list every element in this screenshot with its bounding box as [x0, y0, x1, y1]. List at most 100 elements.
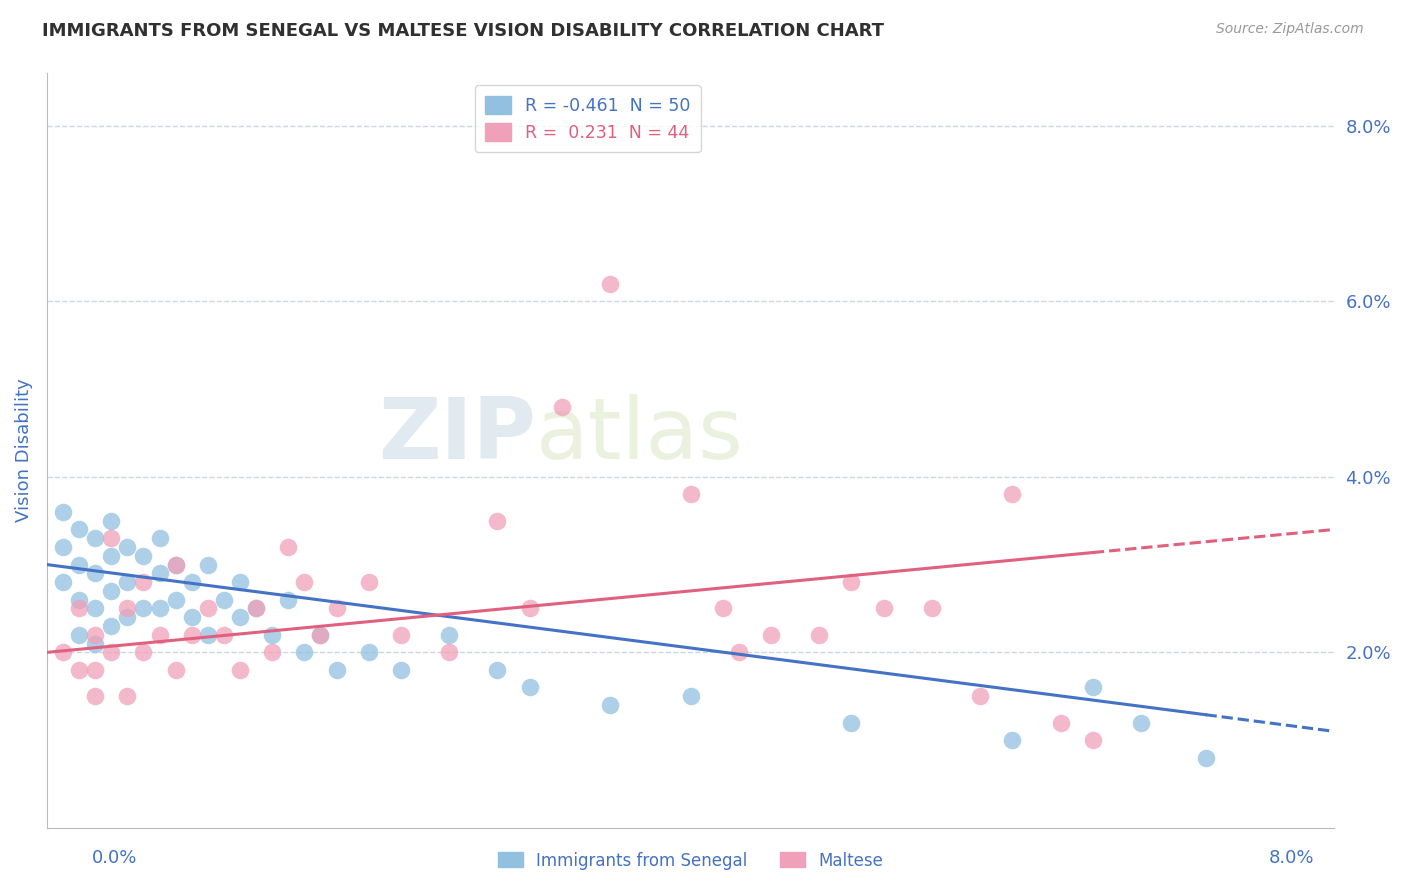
Point: [100, 645, 122, 659]
Point: [969, 690, 991, 704]
Point: [100, 619, 122, 633]
Point: [437, 645, 460, 659]
Point: [1049, 715, 1071, 730]
Point: [309, 628, 332, 642]
Point: [180, 628, 202, 642]
Point: [711, 601, 734, 615]
Point: [389, 628, 412, 642]
Point: [679, 487, 702, 501]
Point: [1081, 681, 1104, 695]
Text: 8.0%: 8.0%: [1270, 849, 1315, 867]
Point: [841, 575, 863, 590]
Point: [551, 400, 574, 414]
Point: [165, 592, 187, 607]
Point: [1081, 733, 1104, 747]
Text: ZIP: ZIP: [378, 394, 536, 477]
Point: [84, 690, 107, 704]
Point: [357, 645, 380, 659]
Point: [67, 592, 90, 607]
Point: [599, 277, 621, 291]
Point: [245, 601, 267, 615]
Point: [117, 610, 139, 624]
Point: [148, 566, 170, 581]
Point: [117, 540, 139, 554]
Point: [100, 514, 122, 528]
Point: [1001, 733, 1024, 747]
Point: [100, 549, 122, 563]
Point: [197, 558, 219, 572]
Point: [132, 601, 155, 615]
Point: [325, 663, 347, 677]
Point: [67, 663, 90, 677]
Point: [229, 575, 252, 590]
Point: [52, 575, 75, 590]
Text: Source: ZipAtlas.com: Source: ZipAtlas.com: [1216, 22, 1364, 37]
Point: [84, 531, 107, 545]
Point: [148, 531, 170, 545]
Point: [148, 601, 170, 615]
Point: [1130, 715, 1153, 730]
Point: [262, 628, 284, 642]
Point: [197, 628, 219, 642]
Point: [84, 601, 107, 615]
Point: [67, 523, 90, 537]
Text: IMMIGRANTS FROM SENEGAL VS MALTESE VISION DISABILITY CORRELATION CHART: IMMIGRANTS FROM SENEGAL VS MALTESE VISIO…: [42, 22, 884, 40]
Point: [165, 558, 187, 572]
Point: [132, 575, 155, 590]
Point: [67, 601, 90, 615]
Point: [165, 663, 187, 677]
Point: [52, 645, 75, 659]
Point: [100, 531, 122, 545]
Point: [117, 575, 139, 590]
Point: [132, 549, 155, 563]
Point: [52, 540, 75, 554]
Point: [357, 575, 380, 590]
Point: [277, 540, 299, 554]
Point: [67, 558, 90, 572]
Point: [100, 583, 122, 598]
Legend: R = -0.461  N = 50, R =  0.231  N = 44: R = -0.461 N = 50, R = 0.231 N = 44: [474, 86, 700, 153]
Point: [599, 698, 621, 712]
Point: [197, 601, 219, 615]
Point: [117, 601, 139, 615]
Point: [1001, 487, 1024, 501]
Point: [486, 514, 509, 528]
Point: [212, 592, 235, 607]
Point: [292, 575, 315, 590]
Point: [180, 610, 202, 624]
Point: [389, 663, 412, 677]
Point: [921, 601, 943, 615]
Point: [309, 628, 332, 642]
Point: [679, 690, 702, 704]
Point: [229, 610, 252, 624]
Text: atlas: atlas: [536, 394, 744, 477]
Point: [759, 628, 782, 642]
Point: [52, 505, 75, 519]
Point: [165, 558, 187, 572]
Point: [212, 628, 235, 642]
Y-axis label: Vision Disability: Vision Disability: [15, 378, 32, 523]
Point: [519, 681, 541, 695]
Point: [727, 645, 749, 659]
Point: [84, 566, 107, 581]
Point: [84, 628, 107, 642]
Point: [67, 628, 90, 642]
Point: [132, 645, 155, 659]
Point: [841, 715, 863, 730]
Point: [437, 628, 460, 642]
Point: [180, 575, 202, 590]
Point: [229, 663, 252, 677]
Point: [277, 592, 299, 607]
Point: [84, 637, 107, 651]
Point: [325, 601, 347, 615]
Point: [84, 663, 107, 677]
Point: [292, 645, 315, 659]
Point: [245, 601, 267, 615]
Point: [486, 663, 509, 677]
Point: [1194, 750, 1216, 764]
Point: [808, 628, 831, 642]
Point: [117, 690, 139, 704]
Point: [148, 628, 170, 642]
Point: [873, 601, 896, 615]
Text: 0.0%: 0.0%: [91, 849, 136, 867]
